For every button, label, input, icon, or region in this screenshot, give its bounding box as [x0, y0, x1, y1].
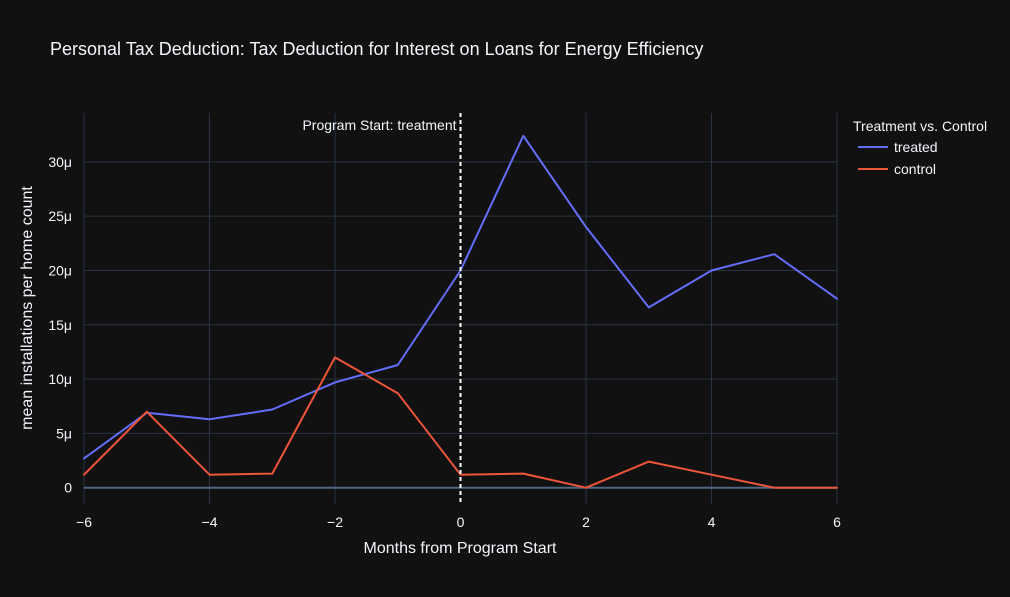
- y-tick-label: 30μ: [48, 154, 72, 170]
- y-axis-label: mean installations per home count: [19, 186, 36, 430]
- x-tick-label: −2: [327, 514, 343, 530]
- legend-label-treated: treated: [894, 139, 938, 155]
- x-tick-label: 4: [708, 514, 716, 530]
- y-tick-label: 25μ: [48, 208, 72, 224]
- x-tick-label: −6: [76, 514, 92, 530]
- legend-item-control[interactable]: control: [858, 161, 936, 177]
- x-axis-label: Months from Program Start: [364, 540, 558, 557]
- y-tick-label: 0: [64, 480, 72, 496]
- x-tick-label: 6: [833, 514, 841, 530]
- x-tick-labels: −6 −4 −2 0 2 4 6: [76, 514, 841, 530]
- y-tick-label: 10μ: [48, 371, 72, 387]
- x-tick-label: −4: [202, 514, 218, 530]
- series-line-control: [83, 356, 838, 489]
- x-tick-label: 0: [457, 514, 465, 530]
- y-tick-labels: 0 5μ 10μ 15μ 20μ 25μ 30μ: [48, 154, 72, 496]
- y-tick-label: 15μ: [48, 317, 72, 333]
- legend-item-treated[interactable]: treated: [858, 139, 938, 155]
- program-start-annotation: Program Start: treatment: [302, 113, 462, 504]
- legend[interactable]: Treatment vs. Control treated control: [853, 118, 987, 177]
- y-tick-label: 20μ: [48, 262, 72, 278]
- y-tick-label: 5μ: [56, 425, 72, 441]
- program-start-label: Program Start: treatment: [302, 117, 456, 133]
- x-tick-label: 2: [582, 514, 590, 530]
- legend-title: Treatment vs. Control: [853, 118, 987, 134]
- legend-label-control: control: [894, 161, 936, 177]
- chart-title: Personal Tax Deduction: Tax Deduction fo…: [50, 39, 703, 59]
